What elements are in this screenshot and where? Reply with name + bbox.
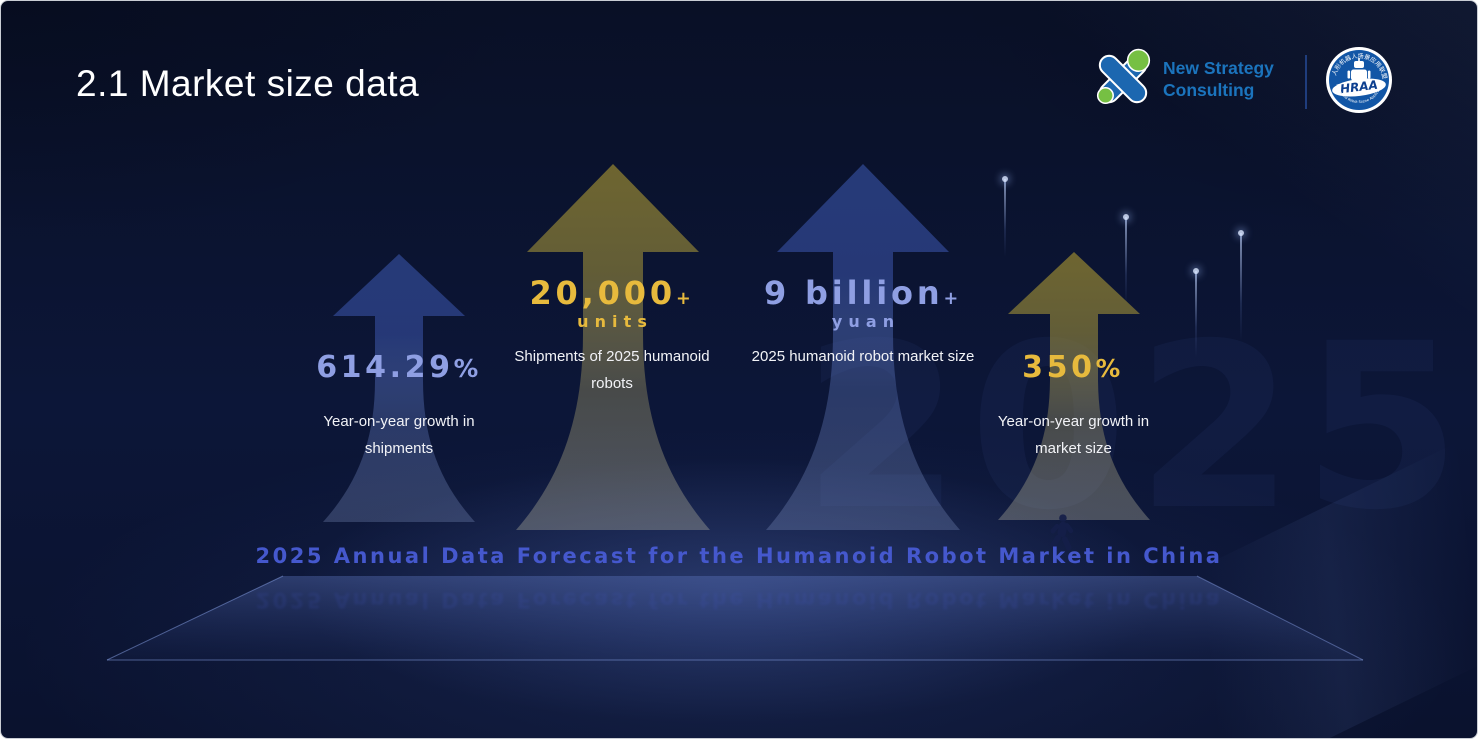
stat-market-growth-caption: Year-on-year growth in market size <box>997 413 1150 457</box>
light-streak <box>1238 230 1244 341</box>
stat-value: 350 <box>1022 350 1096 385</box>
stat-value: 614.29 <box>316 350 454 385</box>
new-strategy-logo-text: New Strategy Consulting <box>1163 57 1274 101</box>
runner-silhouette <box>1049 514 1074 551</box>
stat-shipments-unit: units <box>577 312 653 331</box>
stat-value: 20,000 <box>529 274 676 312</box>
growth-arrow-gold-small <box>998 252 1150 520</box>
stat-suffix: + <box>675 289 695 309</box>
stat-shipments-growth-value: 614.29% <box>304 350 494 385</box>
logo-text-line1: New Strategy <box>1163 58 1274 78</box>
light-streak <box>1123 214 1129 305</box>
stat-shipments-growth-caption: Year-on-year growth in shipments <box>323 413 475 457</box>
growth-arrow-gold-large <box>516 164 710 530</box>
logo-text-line2: Consulting <box>1163 80 1255 100</box>
light-streak <box>1002 176 1008 257</box>
stat-suffix: % <box>1095 354 1124 383</box>
light-streak <box>1193 268 1199 357</box>
stat-market-size-caption: 2025 humanoid robot market size <box>751 348 975 365</box>
stat-shipments-caption: Shipments of 2025 humanoid robots <box>514 348 710 392</box>
hraa-badge-icon: 人形机器人场景应用联盟 HRAA Humanoid Robot Scene Ap… <box>1325 46 1392 113</box>
page-title: 2.1 Market size data <box>76 63 420 104</box>
banner-title-reflection: 2025 Annual Data Forecast for the Humano… <box>255 588 1223 612</box>
stat-shipments-value: 20,000+ <box>506 274 718 312</box>
stat-market-growth-value: 350% <box>983 350 1163 385</box>
stage-platform <box>106 575 1364 661</box>
stat-market-size-value: 9 billion+ <box>756 274 970 312</box>
banner-title: 2025 Annual Data Forecast for the Humano… <box>255 544 1223 568</box>
growth-arrow-blue-small <box>323 254 475 522</box>
logo-divider <box>1305 55 1307 109</box>
growth-arrow-blue-large <box>766 164 960 530</box>
stat-market-size-unit: yuan <box>831 312 901 331</box>
stat-value: 9 billion <box>763 274 944 312</box>
badge-acronym: HRAA <box>1339 78 1378 97</box>
new-strategy-logo-icon <box>1096 48 1151 105</box>
stat-suffix: + <box>943 289 963 309</box>
robot-icon <box>1347 58 1371 81</box>
stat-suffix: % <box>453 354 482 383</box>
